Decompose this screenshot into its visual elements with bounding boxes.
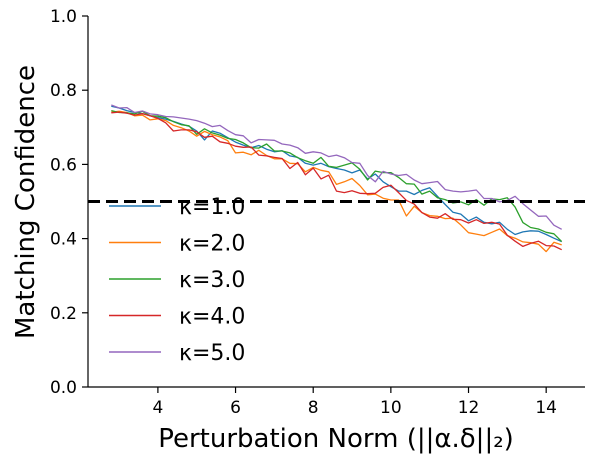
y-tick-label: 0.0 bbox=[50, 378, 77, 398]
legend-label-4: κ=4.0 bbox=[179, 305, 245, 330]
x-axis-title: Perturbation Norm (||α.δ||₂) bbox=[158, 424, 514, 454]
x-tick-label: 12 bbox=[458, 398, 480, 418]
y-tick-label: 0.4 bbox=[50, 230, 77, 250]
x-tick-label: 10 bbox=[380, 398, 402, 418]
y-tick-label: 0.2 bbox=[50, 304, 77, 324]
legend: κ=1.0 κ=2.0 κ=3.0 κ=4.0 κ=5.0 bbox=[109, 195, 245, 366]
legend-label-5: κ=5.0 bbox=[179, 341, 245, 366]
series-line-3 bbox=[111, 109, 563, 243]
legend-label-3: κ=3.0 bbox=[179, 268, 245, 293]
y-tick-label: 0.8 bbox=[50, 81, 77, 101]
series-layer bbox=[111, 104, 563, 253]
x-tick-label: 14 bbox=[535, 398, 557, 418]
y-ticks: 0.0 0.2 0.4 0.6 0.8 1.0 bbox=[50, 7, 88, 398]
legend-label-2: κ=2.0 bbox=[179, 232, 245, 257]
series-line-5 bbox=[111, 104, 563, 230]
x-tick-label: 8 bbox=[308, 398, 319, 418]
y-tick-label: 0.6 bbox=[50, 155, 77, 175]
series-line-4 bbox=[111, 111, 562, 251]
y-axis-title: Matching Confidence bbox=[11, 65, 41, 339]
x-tick-label: 6 bbox=[230, 398, 241, 418]
legend-label-1: κ=1.0 bbox=[179, 195, 245, 220]
x-ticks: 4 6 8 10 12 14 bbox=[152, 387, 557, 418]
y-tick-label: 1.0 bbox=[50, 7, 77, 27]
x-tick-label: 4 bbox=[152, 398, 163, 418]
